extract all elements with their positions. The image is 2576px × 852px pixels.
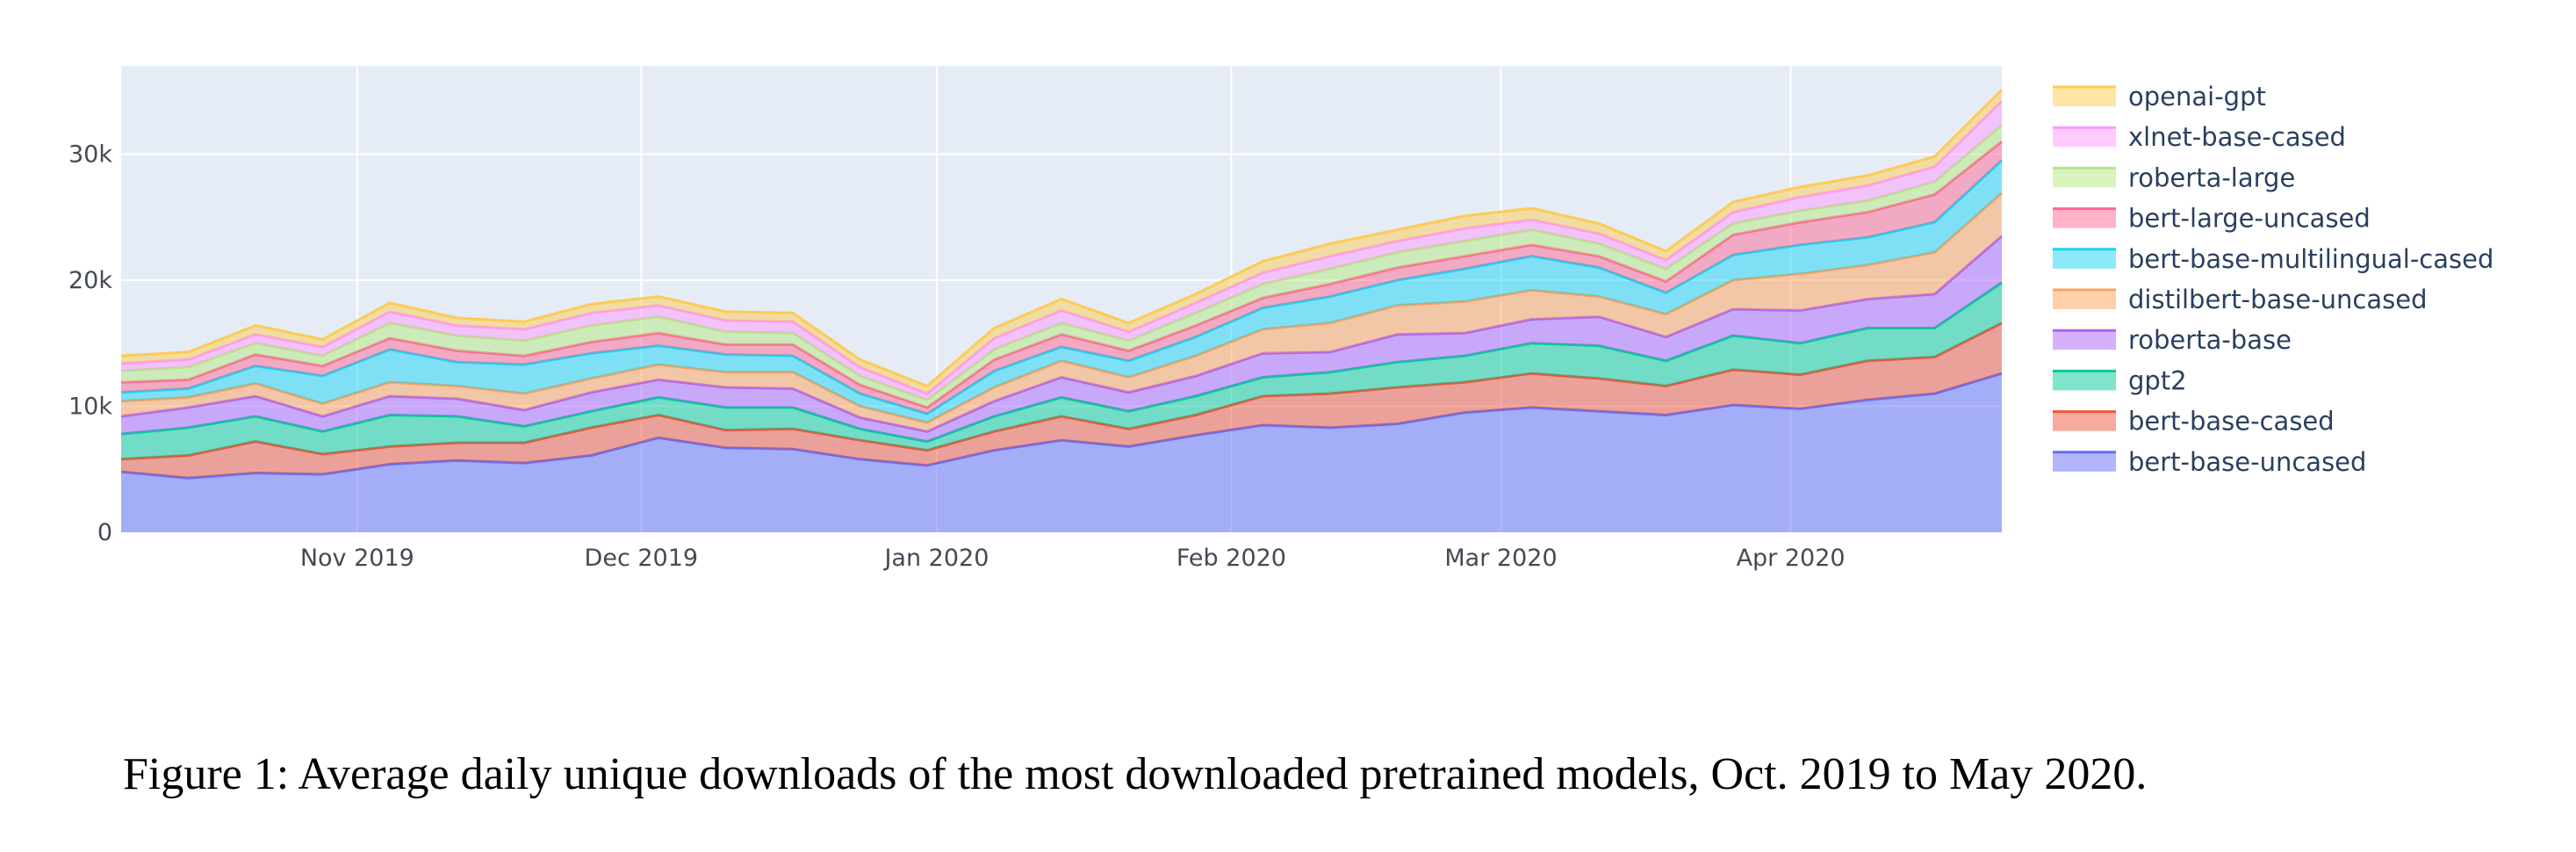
legend-swatch xyxy=(2053,208,2116,228)
x-tick-label: Feb 2020 xyxy=(1176,545,1286,572)
area-bert-large-uncased[interactable] xyxy=(121,141,2002,415)
x-tick-label: Nov 2019 xyxy=(300,545,414,572)
y-axis-ticks: 0 10k 20k 30k xyxy=(68,141,112,546)
area-bert-base-uncased[interactable] xyxy=(121,373,2002,532)
y-tick-label: 30k xyxy=(68,141,112,168)
y-tick-label: 20k xyxy=(68,267,112,294)
legend-swatch xyxy=(2053,168,2116,188)
legend-swatch xyxy=(2053,249,2116,269)
legend-item-roberta-base[interactable]: roberta-base xyxy=(2053,325,2292,355)
legend-swatch xyxy=(2053,330,2116,350)
legend-label: distilbert-base-uncased xyxy=(2128,285,2428,314)
legend-swatch xyxy=(2053,87,2116,106)
legend-label: bert-base-multilingual-cased xyxy=(2128,244,2493,274)
area-series xyxy=(120,89,2004,532)
legend-item-bert-base-cased[interactable]: bert-base-cased xyxy=(2053,407,2335,437)
x-tick-label: Mar 2020 xyxy=(1444,545,1557,572)
x-tick-label: Apr 2020 xyxy=(1737,545,1846,572)
area-xlnet-base-cased[interactable] xyxy=(121,101,2002,401)
area-bert-base-cased[interactable] xyxy=(121,322,2002,479)
legend-label: bert-base-cased xyxy=(2128,407,2335,437)
area-openai-gpt[interactable] xyxy=(121,90,2002,394)
x-tick-label: Dec 2019 xyxy=(585,545,699,572)
legend-item-bert-base-multilingual-cased[interactable]: bert-base-multilingual-cased xyxy=(2053,244,2493,274)
legend-label: roberta-base xyxy=(2128,325,2292,355)
legend-label: gpt2 xyxy=(2128,365,2187,395)
legend-label: bert-large-uncased xyxy=(2128,204,2371,234)
legend-item-bert-large-uncased[interactable]: bert-large-uncased xyxy=(2053,204,2371,234)
legend-swatch xyxy=(2053,127,2116,148)
y-tick-label: 0 xyxy=(97,519,112,546)
legend-item-gpt2[interactable]: gpt2 xyxy=(2053,365,2187,395)
legend-item-roberta-large[interactable]: roberta-large xyxy=(2053,162,2295,192)
legend-item-distilbert-base-uncased[interactable]: distilbert-base-uncased xyxy=(2053,285,2428,314)
legend-swatch xyxy=(2053,411,2116,431)
legend-item-xlnet-base-cased[interactable]: xlnet-base-cased xyxy=(2053,122,2346,152)
legend-swatch xyxy=(2053,451,2116,472)
area-distilbert-base-uncased[interactable] xyxy=(121,192,2002,432)
legend-swatch xyxy=(2053,371,2116,391)
area-roberta-large[interactable] xyxy=(121,125,2002,408)
legend-label: bert-base-uncased xyxy=(2128,447,2366,477)
figure-caption: Figure 1: Average daily unique downloads… xyxy=(123,749,2148,799)
y-tick-label: 10k xyxy=(68,393,112,420)
legend-label: xlnet-base-cased xyxy=(2128,122,2346,152)
area-gpt2[interactable] xyxy=(121,282,2002,459)
x-axis-ticks: Nov 2019 Dec 2019 Jan 2020 Feb 2020 Mar 2020… xyxy=(300,545,1846,572)
legend-label: roberta-large xyxy=(2128,162,2295,192)
legend-item-openai-gpt[interactable]: openai-gpt xyxy=(2053,82,2266,112)
legend-swatch xyxy=(2053,290,2116,309)
legend[interactable]: openai-gpt xlnet-base-cased roberta-large b… xyxy=(2053,82,2493,477)
area-bert-base-multilingual-cased[interactable] xyxy=(121,160,2002,423)
area-roberta-base[interactable] xyxy=(121,235,2002,442)
legend-label: openai-gpt xyxy=(2128,82,2266,112)
legend-item-bert-base-uncased[interactable]: bert-base-uncased xyxy=(2053,447,2366,477)
line-openai-gpt xyxy=(120,89,2004,388)
x-tick-label: Jan 2020 xyxy=(882,545,989,572)
